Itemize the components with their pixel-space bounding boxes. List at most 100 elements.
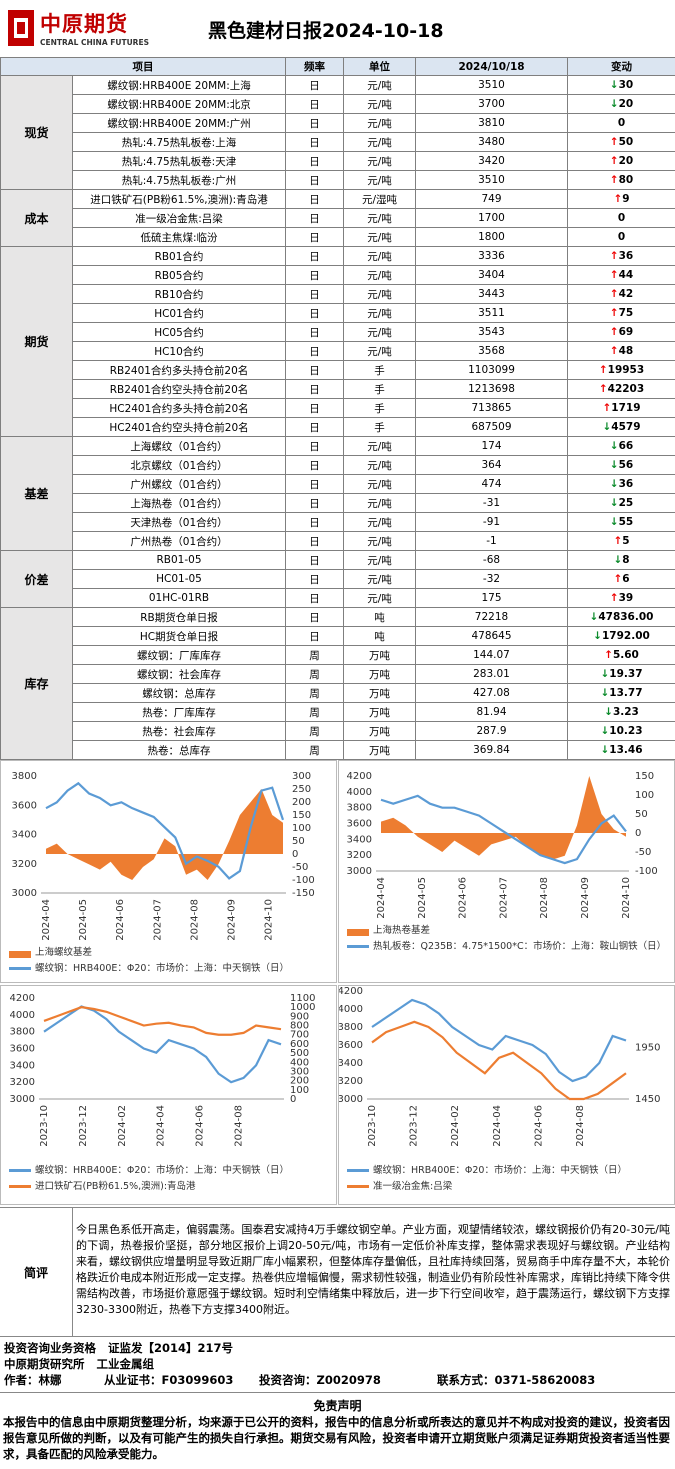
text: 中原期货研究所 [4, 1357, 85, 1371]
item-cell: 热轧:4.75热轧板卷:天津 [72, 151, 286, 171]
change-arrow: ↓ [609, 478, 619, 490]
freq-cell: 日 [285, 360, 344, 380]
change-value: 1719 [611, 402, 641, 414]
freq-cell: 日 [285, 151, 344, 171]
y-tick-label: 3200 [12, 859, 37, 870]
y-tick-label: 4000 [339, 1004, 363, 1015]
y2-tick-label: 700 [290, 1030, 309, 1041]
change-arrow: ↓ [600, 725, 610, 737]
change-value: 39 [618, 592, 634, 604]
value-cell: 283.01 [415, 664, 568, 684]
line [371, 1020, 627, 1101]
change-cell: 0 [567, 113, 675, 133]
change-cell: ↓20 [567, 94, 675, 114]
value-cell: -91 [415, 512, 568, 532]
table-row: 螺纹钢：厂库库存周万吨 144.07 ↑5.60 [1, 645, 675, 665]
line [45, 781, 285, 880]
table-row: 01HC-01RB 日元/吨 175 ↑39 [1, 588, 675, 608]
unit-cell: 万吨 [343, 721, 416, 741]
freq-cell: 日 [285, 132, 344, 152]
freq-cell: 日 [285, 94, 344, 114]
freq-cell: 周 [285, 702, 344, 722]
unit-cell: 元/吨 [343, 550, 416, 570]
line [380, 794, 627, 865]
unit-cell: 元/吨 [343, 151, 416, 171]
change-arrow: ↓ [609, 516, 619, 528]
freq-cell: 日 [285, 569, 344, 589]
change-arrow: ↓ [600, 687, 610, 699]
legend: 上海热卷基差 热轧板卷：Q235B：4.75*1500*C：市场价：上海：鞍山钢铁… [347, 924, 668, 956]
x-tick-label: 2024-08 [233, 1105, 244, 1147]
table-row: 库存 RB期货仓单日报日吨 72218 ↓47836.00 [0, 607, 675, 760]
table-row: 天津热卷（01合约）日元/吨 -91 ↓55 [1, 512, 675, 532]
x-tick-label: 2024-06 [458, 877, 469, 919]
change-cell: ↓13.46 [567, 740, 675, 760]
change-arrow: ↑ [598, 383, 608, 395]
table-row: 螺纹钢:HRB400E 20MM:北京日元/吨 3700 ↓20 [1, 94, 675, 114]
value-cell: 1103099 [415, 360, 568, 380]
table-row: HC2401合约空头持仓前20名日手 687509 ↓4579 [1, 417, 675, 437]
item-cell: 热轧:4.75热轧板卷:广州 [72, 170, 286, 190]
freq-cell: 日 [285, 550, 344, 570]
y-tick-label: 4200 [339, 986, 363, 997]
change-cell: ↑42203 [567, 379, 675, 399]
category-cell: 库存 [0, 607, 73, 760]
value-cell: 713865 [415, 398, 568, 418]
change-cell: ↑39 [567, 588, 675, 608]
legend-swatch [347, 1169, 369, 1172]
footer-line: 中原期货研究所 工业金属组 [4, 1356, 154, 1372]
freq-cell: 日 [285, 246, 344, 266]
table-row: 低硫主焦煤:临汾日元/吨 1800 0 [1, 227, 675, 247]
data-table: 项目 频率 单位 2024/10/18 变动 现货 螺纹钢:HRB400E 20MM:上海日… [0, 57, 675, 760]
legend-label: 准一级冶金焦:吕梁 [373, 1181, 453, 1192]
change-cell: ↑6 [567, 569, 675, 589]
value-cell: 3543 [415, 322, 568, 342]
x-tick-label: 2023-10 [39, 1105, 50, 1147]
area [46, 789, 283, 880]
y2-tick-label: 1100 [290, 993, 315, 1004]
freq-cell: 日 [285, 208, 344, 228]
value-cell: 478645 [415, 626, 568, 646]
table-row: 准一级冶金焦:吕梁日元/吨 1700 0 [1, 208, 675, 228]
value-cell: -68 [415, 550, 568, 570]
change-arrow: ↓ [593, 630, 602, 642]
change-value: 19953 [607, 364, 645, 376]
unit-cell: 元/吨 [343, 208, 416, 228]
y2-tick-label: 50 [635, 809, 648, 820]
table-row: RB2401合约多头持仓前20名日手 1103099 ↑19953 [1, 360, 675, 380]
item-cell: 北京螺纹（01合约） [72, 455, 286, 475]
chart-panel: 3000 3200 3400 3600 3800 -150 -100 -50 0 50 100 150… [0, 760, 337, 983]
unit-cell: 元/吨 [343, 531, 416, 551]
value-cell: 364 [415, 455, 568, 475]
item-cell: HC05合约 [72, 322, 286, 342]
y-tick-label: 4000 [10, 1010, 35, 1021]
change-value: 0 [617, 117, 626, 129]
change-arrow: ↑ [609, 345, 619, 357]
logo-en: CENTRAL CHINA FUTURES [40, 38, 149, 47]
line [43, 1006, 282, 1036]
comment-text: 今日黑色系低开高走，偏弱震荡。国泰君安减持4万手螺纹钢空单。产业方面，观望情绪较… [76, 1223, 670, 1316]
change-cell: ↑9 [567, 189, 675, 209]
change-value: 36 [618, 478, 634, 490]
change-value: 13.46 [609, 744, 643, 756]
value-cell: 3510 [415, 75, 568, 95]
change-arrow: ↓ [600, 744, 610, 756]
change-cell: ↓10.23 [567, 721, 675, 741]
table-row: RB2401合约空头持仓前20名日手 1213698 ↑42203 [1, 379, 675, 399]
y-tick-label: 3800 [347, 803, 372, 814]
y2-tick-label: 1950 [635, 1043, 660, 1054]
value-cell: 687509 [415, 417, 568, 437]
change-arrow: ↑ [609, 288, 619, 300]
legend-label: 螺纹钢：HRB400E：Φ20：市场价：上海：中天钢铁（日） [35, 963, 289, 974]
change-arrow: ↓ [609, 440, 619, 452]
freq-cell: 日 [285, 170, 344, 190]
disclaimer-text: 本报告中的信息由中原期货整理分析，均来源于已公开的资料，报告中的信息分析或所表达… [3, 1415, 670, 1461]
disclaimer-title: 免责声明 [313, 1399, 362, 1413]
unit-cell: 万吨 [343, 683, 416, 703]
value-cell: 427.08 [415, 683, 568, 703]
item-cell: 低硫主焦煤:临汾 [72, 227, 286, 247]
chart-panel: 3000 3200 3400 3600 3800 4000 4200 1450 1950 2023… [338, 985, 675, 1205]
table-row: HC10合约日元/吨 3568 ↑48 [1, 341, 675, 361]
text: 证监发【2014】217号 [108, 1341, 234, 1355]
item-cell: 螺纹钢：厂库库存 [72, 645, 286, 665]
